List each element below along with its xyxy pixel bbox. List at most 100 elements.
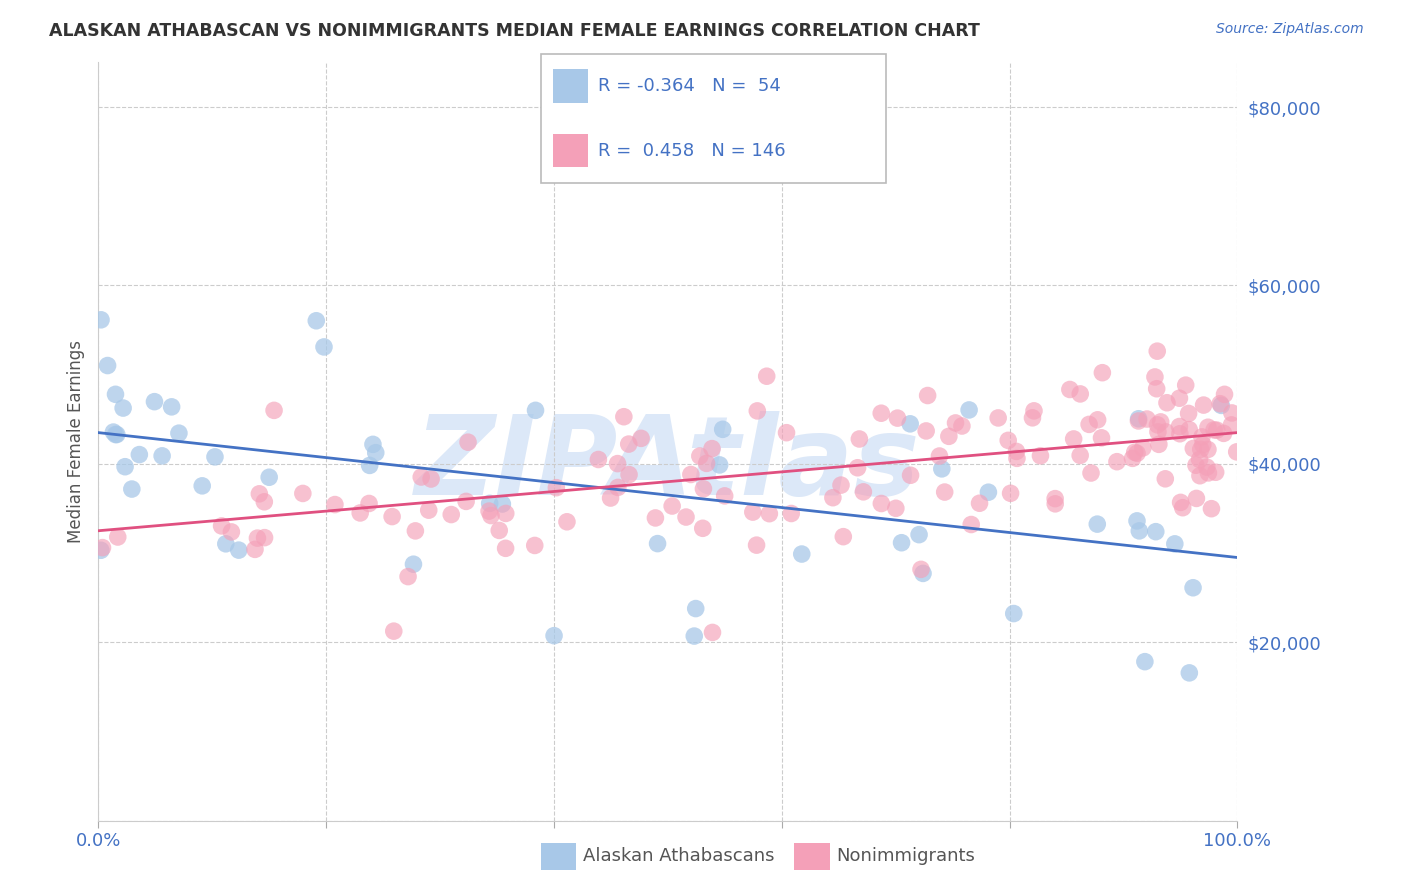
Point: [613, 409, 636, 424]
Point: [1045, 497, 1067, 511]
Point: [1211, 398, 1233, 412]
Point: [692, 521, 714, 535]
Point: [1226, 445, 1249, 459]
Point: [1197, 466, 1219, 480]
Point: [495, 507, 517, 521]
Point: [1132, 441, 1154, 455]
Point: [1128, 411, 1150, 425]
Point: [1143, 370, 1166, 384]
Point: [890, 535, 912, 549]
Point: [1063, 432, 1085, 446]
Point: [630, 431, 652, 445]
Point: [253, 531, 276, 545]
Point: [931, 462, 953, 476]
Point: [599, 491, 621, 505]
Point: [479, 508, 502, 523]
Point: [1201, 501, 1223, 516]
Point: [1069, 449, 1091, 463]
Point: [987, 411, 1010, 425]
Point: [679, 467, 702, 482]
Point: [696, 456, 718, 470]
Point: [1220, 406, 1243, 420]
Point: [1022, 404, 1045, 418]
Point: [1168, 419, 1191, 434]
Point: [821, 491, 844, 505]
Point: [524, 403, 547, 417]
Point: [1136, 412, 1159, 426]
Point: [790, 547, 813, 561]
Point: [107, 530, 129, 544]
Point: [1105, 455, 1128, 469]
Point: [1150, 415, 1173, 429]
Point: [359, 458, 381, 473]
Point: [1005, 451, 1028, 466]
Text: Nonimmigrants: Nonimmigrants: [837, 847, 976, 865]
Point: [1147, 425, 1170, 439]
Point: [1156, 396, 1178, 410]
Point: [945, 416, 967, 430]
Point: [204, 450, 226, 464]
Point: [349, 506, 371, 520]
Point: [1078, 417, 1101, 432]
Point: [357, 496, 380, 510]
Point: [361, 437, 384, 451]
Point: [870, 406, 893, 420]
Point: [418, 503, 440, 517]
Point: [830, 478, 852, 492]
Point: [1195, 460, 1218, 475]
Point: [1192, 398, 1215, 412]
Point: [1069, 387, 1091, 401]
Point: [960, 517, 983, 532]
Point: [1185, 491, 1208, 506]
Point: [870, 496, 893, 510]
Point: [143, 394, 166, 409]
Point: [323, 498, 346, 512]
Point: [215, 537, 238, 551]
Point: [886, 411, 908, 425]
Point: [606, 480, 628, 494]
Point: [1146, 382, 1168, 396]
Point: [228, 543, 250, 558]
Point: [247, 487, 270, 501]
Point: [1021, 410, 1043, 425]
Point: [1080, 466, 1102, 480]
Point: [934, 485, 956, 500]
Point: [848, 432, 870, 446]
Point: [1128, 414, 1150, 428]
Point: [91, 541, 114, 555]
Point: [685, 601, 707, 615]
Point: [1213, 387, 1236, 401]
Point: [1154, 472, 1177, 486]
Point: [1205, 465, 1227, 479]
Point: [112, 401, 135, 415]
Point: [523, 538, 546, 552]
Point: [1164, 537, 1187, 551]
Point: [644, 511, 666, 525]
Point: [910, 562, 932, 576]
Point: [969, 496, 991, 510]
Point: [495, 541, 517, 556]
Point: [1174, 378, 1197, 392]
Point: [382, 624, 405, 639]
Point: [683, 629, 706, 643]
Text: ZIPAtlas: ZIPAtlas: [415, 411, 921, 517]
Point: [1188, 468, 1211, 483]
Point: [221, 524, 243, 539]
Point: [898, 417, 921, 431]
Point: [709, 458, 731, 472]
Point: [1182, 581, 1205, 595]
Point: [758, 507, 780, 521]
Point: [488, 524, 510, 538]
Point: [745, 538, 768, 552]
Point: [253, 495, 276, 509]
Point: [1126, 446, 1149, 460]
Point: [711, 422, 734, 436]
Point: [755, 369, 778, 384]
Point: [257, 470, 280, 484]
Point: [997, 434, 1019, 448]
Point: [1128, 524, 1150, 538]
Point: [908, 527, 931, 541]
Point: [1212, 426, 1234, 441]
Point: [1123, 445, 1146, 459]
Point: [1197, 420, 1219, 434]
